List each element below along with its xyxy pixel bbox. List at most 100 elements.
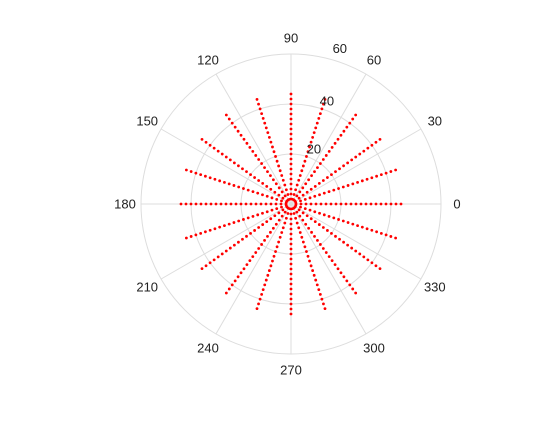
data-point	[204, 140, 208, 144]
data-point	[189, 235, 193, 238]
theta-tick-label: 120	[197, 53, 219, 68]
data-point	[224, 155, 228, 159]
data-point	[223, 224, 226, 228]
data-point	[304, 202, 308, 206]
data-point	[358, 152, 362, 156]
data-point	[258, 297, 262, 301]
data-point	[339, 133, 343, 137]
data-point	[289, 132, 293, 136]
data-point	[315, 121, 319, 125]
data-point	[256, 213, 260, 217]
data-point	[350, 158, 354, 162]
data-point	[289, 187, 293, 191]
data-point	[330, 231, 333, 235]
data-point	[360, 225, 364, 229]
data-point	[264, 202, 268, 206]
data-point	[330, 173, 333, 177]
data-point	[289, 137, 293, 141]
data-point	[265, 194, 269, 198]
data-point	[244, 202, 248, 206]
data-point	[339, 271, 343, 275]
data-point	[360, 179, 364, 183]
data-point	[266, 273, 270, 277]
data-point	[265, 220, 269, 224]
data-point	[257, 302, 260, 306]
data-point	[316, 239, 319, 242]
data-point	[248, 145, 252, 149]
data-point	[289, 312, 293, 316]
data-point	[278, 235, 282, 239]
data-point	[389, 202, 393, 206]
data-point	[327, 255, 331, 258]
data-point	[224, 113, 228, 117]
data-point	[313, 234, 316, 238]
data-point	[324, 251, 328, 254]
r-tick-label: 40	[320, 93, 334, 108]
data-point	[324, 154, 328, 157]
data-point	[334, 202, 338, 206]
data-point	[274, 250, 277, 253]
data-point	[303, 159, 307, 163]
data-point	[237, 185, 241, 189]
data-point	[269, 230, 272, 234]
data-point	[280, 231, 284, 234]
data-point	[289, 267, 293, 271]
data-point	[199, 202, 203, 206]
data-point	[283, 221, 287, 225]
data-point	[260, 112, 264, 116]
data-point	[324, 202, 328, 206]
data-point	[239, 133, 243, 137]
data-point	[314, 202, 318, 206]
data-point	[301, 240, 305, 244]
data-point	[323, 97, 327, 101]
data-point	[241, 237, 244, 241]
data-point	[305, 214, 309, 218]
data-point	[297, 226, 301, 230]
data-point	[281, 208, 285, 212]
data-point	[300, 235, 304, 239]
data-point	[286, 212, 290, 215]
data-point	[236, 275, 240, 279]
theta-grid-line	[290, 128, 422, 205]
data-point	[321, 247, 325, 250]
data-point	[224, 249, 228, 253]
data-point	[241, 167, 244, 171]
data-point	[314, 278, 318, 282]
data-point	[326, 176, 329, 179]
data-point	[270, 196, 274, 200]
labels-layer: 0 30 60 90 120 150 180 210 240 270 300 330 20 40 60	[114, 31, 460, 378]
data-point	[277, 211, 281, 215]
data-point	[284, 216, 288, 220]
data-point	[375, 230, 378, 234]
data-point	[305, 250, 308, 253]
data-point	[289, 157, 293, 161]
data-point	[263, 166, 266, 169]
data-point	[251, 214, 255, 218]
data-point	[227, 222, 231, 226]
data-point	[394, 202, 398, 206]
data-point	[305, 190, 309, 194]
data-point	[254, 202, 258, 206]
data-point	[194, 171, 198, 175]
data-point	[374, 140, 378, 144]
theta-grid-line	[290, 203, 422, 280]
data-point	[271, 145, 274, 149]
data-point	[237, 219, 241, 223]
data-point	[356, 224, 359, 228]
data-point	[301, 193, 305, 197]
data-point	[294, 204, 298, 207]
data-point	[342, 129, 346, 133]
data-point	[317, 182, 321, 185]
data-point	[303, 207, 307, 211]
data-point	[277, 240, 281, 244]
data-point	[260, 292, 264, 296]
data-point	[394, 236, 398, 240]
data-point	[334, 170, 337, 174]
data-point	[277, 218, 281, 222]
data-point	[270, 208, 274, 212]
data-point	[248, 259, 252, 263]
data-point	[194, 202, 198, 206]
data-point	[271, 226, 275, 230]
data-point	[289, 167, 293, 171]
